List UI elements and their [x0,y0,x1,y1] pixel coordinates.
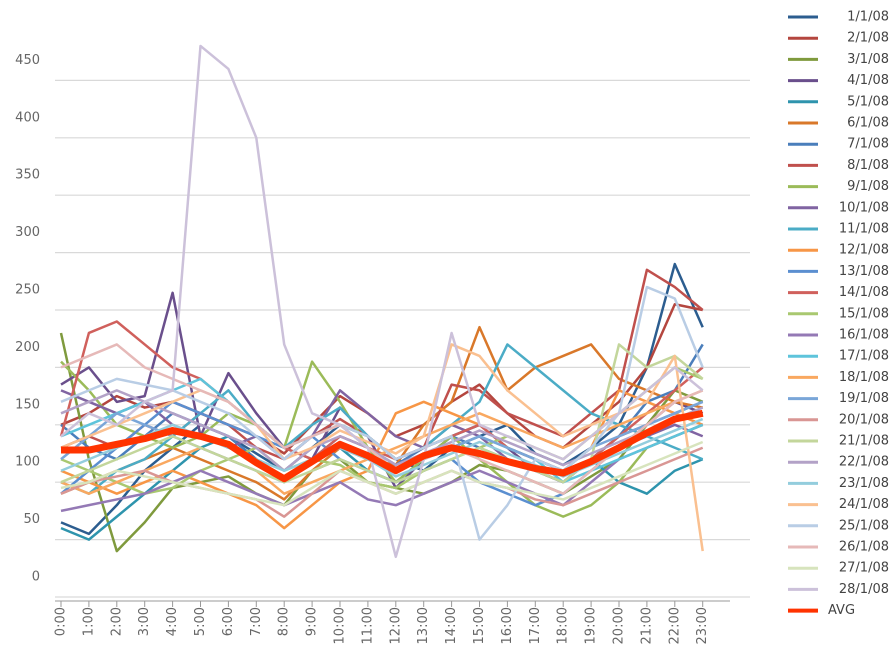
y-tick-label: 350 [15,168,40,183]
series-line [60,360,704,518]
x-tick-label: 4:00 [165,607,180,636]
legend-label: 10/1/08 [839,200,889,215]
y-tick-label: 450 [15,53,40,68]
x-tick-label: 15:00 [472,607,487,644]
legend-label: 26/1/08 [839,540,889,555]
legend-label: 16/1/08 [839,328,889,343]
x-tick-label: 6:00 [221,607,236,636]
x-tick-label: 20:00 [612,607,627,644]
series-line [60,389,704,495]
x-tick-label: 11:00 [360,607,375,644]
legend-label: 21/1/08 [839,434,889,449]
x-tick-label: 2:00 [109,607,124,636]
series-line [60,44,704,559]
legend-label: AVG [828,603,855,618]
series-line [61,409,704,483]
legend-label: 20/1/08 [839,412,889,427]
y-tick-label: 300 [15,225,40,240]
x-tick-label: 21:00 [639,607,654,644]
legend-label: 7/1/08 [847,137,889,152]
legend-label: 25/1/08 [839,518,889,533]
legend-label: 24/1/08 [839,497,889,512]
legend-label: 19/1/08 [839,391,889,406]
legend-label: 6/1/08 [847,116,889,131]
x-tick-label: 16:00 [500,607,515,644]
y-tick-label: 250 [15,283,40,298]
legend-label: 13/1/08 [839,264,889,279]
x-tick-label: 10:00 [333,607,348,644]
x-tick-label: 5:00 [193,607,208,636]
x-tick-label: 17:00 [528,607,543,644]
legend-label: 4/1/08 [847,73,889,88]
legend-label: 18/1/08 [839,370,889,385]
legend-label: 9/1/08 [847,179,889,194]
legend-label: 2/1/08 [847,31,889,46]
x-tick-label: 18:00 [556,607,571,644]
x-tick-label: 14:00 [444,607,459,644]
legend-label: 11/1/08 [839,222,889,237]
series-line [60,343,704,495]
legend-label: 15/1/08 [839,306,889,321]
legend-label: 27/1/08 [839,561,889,576]
series-line [60,389,704,472]
y-tick-label: 400 [15,110,40,125]
x-tick-label: 1:00 [81,607,96,636]
x-tick-label: 0:00 [54,607,69,636]
x-tick-label: 9:00 [305,607,320,636]
legend-label: 17/1/08 [839,349,889,364]
x-tick-label: 13:00 [416,607,431,644]
legend-label: 1/1/08 [847,10,889,25]
y-tick-label: 100 [15,455,40,470]
x-tick-label: 3:00 [137,607,152,636]
x-tick-label: 22:00 [667,607,682,644]
x-tick-label: 23:00 [695,607,710,644]
legend-label: 12/1/08 [839,243,889,258]
series-line [60,285,704,541]
legend-label: 22/1/08 [839,455,889,470]
legend-label: 5/1/08 [847,94,889,109]
y-tick-label: 200 [15,340,40,355]
legend-label: 3/1/08 [847,52,889,67]
series-line [60,440,704,507]
x-tick-label: 8:00 [277,607,292,636]
legend-label: 8/1/08 [847,158,889,173]
x-tick-label: 12:00 [388,607,403,644]
legend-label: 14/1/08 [839,285,889,300]
legend-label: 23/1/08 [839,476,889,491]
x-tick-label: 7:00 [249,607,264,636]
y-tick-label: 150 [15,397,40,412]
y-tick-label: 50 [23,512,40,527]
legend-label: 28/1/08 [839,582,889,597]
y-tick-label: 0 [32,570,40,585]
x-tick-label: 19:00 [584,607,599,644]
